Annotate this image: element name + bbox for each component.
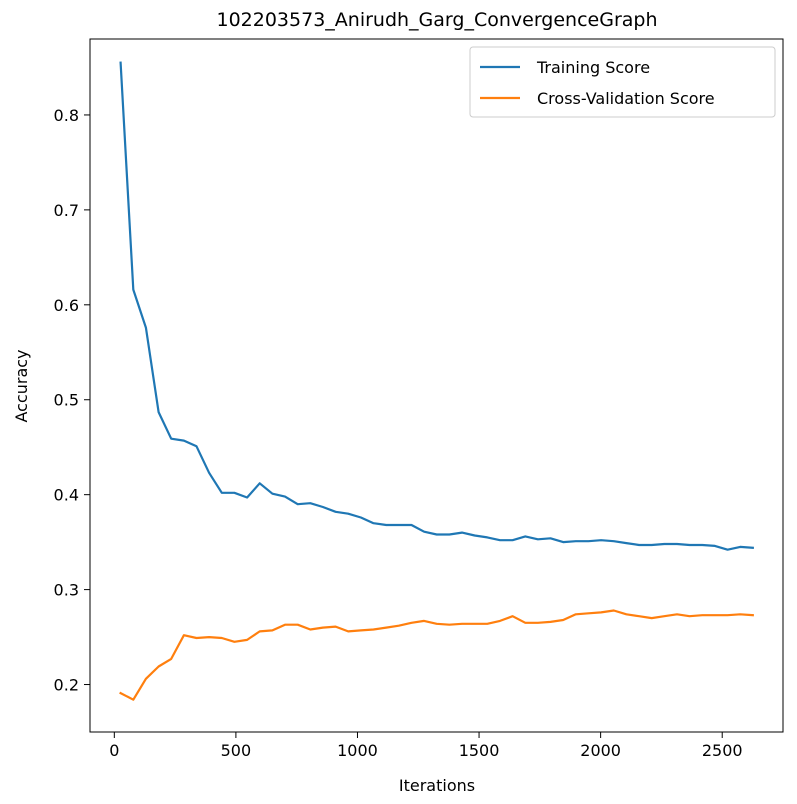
y-tick-label: 0.8 <box>54 106 79 125</box>
y-tick-label: 0.3 <box>54 581 79 600</box>
legend-box <box>469 46 776 118</box>
x-tick-label: 1500 <box>459 741 500 760</box>
y-tick-label: 0.6 <box>54 296 79 315</box>
x-axis-label: Iterations <box>399 776 475 795</box>
legend-label-cross-validation: Cross-Validation Score <box>537 89 715 108</box>
x-tick-label: 2000 <box>580 741 621 760</box>
y-tick-label: 0.2 <box>54 676 79 695</box>
x-tick-label: 1000 <box>337 741 378 760</box>
y-axis-label: Accuracy <box>12 349 31 422</box>
y-tick-label: 0.5 <box>54 391 79 410</box>
cross-validation-score-line <box>119 609 754 701</box>
y-tick-label: 0.7 <box>54 201 79 220</box>
y-axis: 0.2 0.3 0.4 0.5 0.6 0.7 0.8 <box>54 106 90 695</box>
series-lines <box>119 61 754 701</box>
legend-label-training: Training Score <box>536 58 650 77</box>
chart-title: 102203573_Anirudh_Garg_ConvergenceGraph <box>216 9 657 31</box>
x-tick-label: 0 <box>109 741 119 760</box>
training-score-line <box>119 61 754 551</box>
y-tick-label: 0.4 <box>54 486 79 505</box>
x-axis: 0 500 1000 1500 2000 2500 <box>109 732 743 760</box>
x-tick-label: 500 <box>221 741 252 760</box>
x-tick-label: 2500 <box>702 741 743 760</box>
plot-area-frame <box>89 38 784 733</box>
legend: Training Score Cross-Validation Score <box>469 46 776 118</box>
